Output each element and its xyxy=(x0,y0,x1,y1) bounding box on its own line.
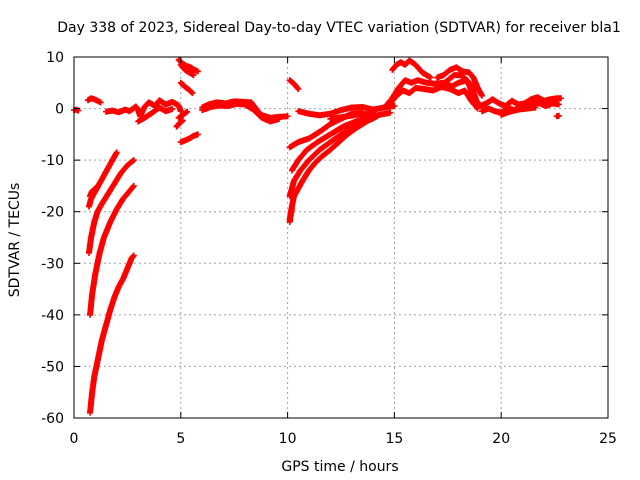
x-tick-label: 15 xyxy=(385,431,403,447)
series-segment-wave-3b xyxy=(327,109,394,122)
series-segment-wave-1b xyxy=(135,104,176,125)
y-tick-label: -60 xyxy=(41,411,64,427)
plus-marker xyxy=(295,103,398,119)
plus-marker xyxy=(199,100,283,125)
series-segment-wave-3 xyxy=(295,103,398,119)
plot-frame xyxy=(73,56,609,419)
x-tick-label: 10 xyxy=(279,431,297,447)
series-segment-pass-10-neg-e xyxy=(286,206,295,225)
series-segment-wave-1c xyxy=(173,117,186,130)
series-segment-peak-18b xyxy=(438,72,479,102)
y-tick-label: -10 xyxy=(41,153,64,169)
series-segment-pass-10-pos xyxy=(286,77,302,92)
plus-marker xyxy=(86,157,137,256)
plus-marker xyxy=(438,72,479,102)
series-segment-arc-c xyxy=(86,157,137,256)
series-segment-pass-5-mid xyxy=(177,79,196,97)
plus-marker xyxy=(286,114,376,200)
plus-marker xyxy=(86,149,120,210)
plus-marker xyxy=(434,64,485,99)
series-segment-pass-10-neg-b xyxy=(286,114,376,200)
plus-marker xyxy=(177,79,196,97)
y-tick-label: 10 xyxy=(46,50,64,66)
series-segment-start xyxy=(71,106,82,114)
y-tick-label: -20 xyxy=(41,205,64,221)
y-tick-label: -50 xyxy=(41,359,64,375)
series-segment-peak-15 xyxy=(389,57,434,81)
series-segment-arc-b xyxy=(86,149,120,210)
series-segment-wave-4c xyxy=(498,104,539,118)
series-segment-peak-18 xyxy=(434,64,485,99)
y-tick-label: -40 xyxy=(41,308,64,324)
plus-marker xyxy=(87,252,137,416)
plus-marker xyxy=(87,182,137,318)
plus-marker xyxy=(177,61,197,79)
plus-marker xyxy=(103,97,184,120)
plus-marker xyxy=(327,109,394,122)
plus-marker xyxy=(173,117,186,130)
y-tick-label: -30 xyxy=(41,256,64,272)
axis-ticks: 0 5 10 15 20 25 -60 -50 -40 -30 -20 -10 0 10 xyxy=(41,50,617,447)
plus-marker xyxy=(553,112,562,120)
plus-marker xyxy=(286,77,302,92)
series-segment-wave-2b xyxy=(199,100,283,125)
y-axis-label: SDTVAR / TECUs xyxy=(7,183,23,298)
plus-marker xyxy=(498,104,539,118)
chart-title: Day 338 of 2023, Sidereal Day-to-day VTE… xyxy=(57,20,620,36)
x-axis-label: GPS time / hours xyxy=(281,459,398,475)
series-segment-pass-10-neg-c xyxy=(288,113,374,174)
plus-marker xyxy=(389,57,434,81)
series-segment-wave-1 xyxy=(103,97,184,120)
plus-marker xyxy=(177,131,201,146)
plus-marker xyxy=(71,106,82,114)
series-segment-pass-5-top-b xyxy=(177,61,197,79)
plus-marker xyxy=(135,104,176,125)
x-tick-label: 5 xyxy=(176,431,185,447)
x-tick-label: 20 xyxy=(492,431,510,447)
series-segment-arc-e xyxy=(87,252,137,416)
y-tick-label: 0 xyxy=(55,102,64,118)
series-segment-pass-5-low xyxy=(177,131,201,146)
series-segment-early-pos xyxy=(84,95,104,106)
series-segment-end-point xyxy=(553,112,562,120)
series-segment-pass-5-low-b xyxy=(175,108,191,121)
plus-marker xyxy=(175,108,191,121)
plus-marker xyxy=(288,113,374,174)
data-marks xyxy=(71,56,564,416)
x-tick-label: 0 xyxy=(70,431,79,447)
x-tick-label: 25 xyxy=(599,431,617,447)
plus-marker xyxy=(84,95,104,106)
plus-marker xyxy=(286,206,295,225)
series-segment-arc-d xyxy=(87,182,137,318)
